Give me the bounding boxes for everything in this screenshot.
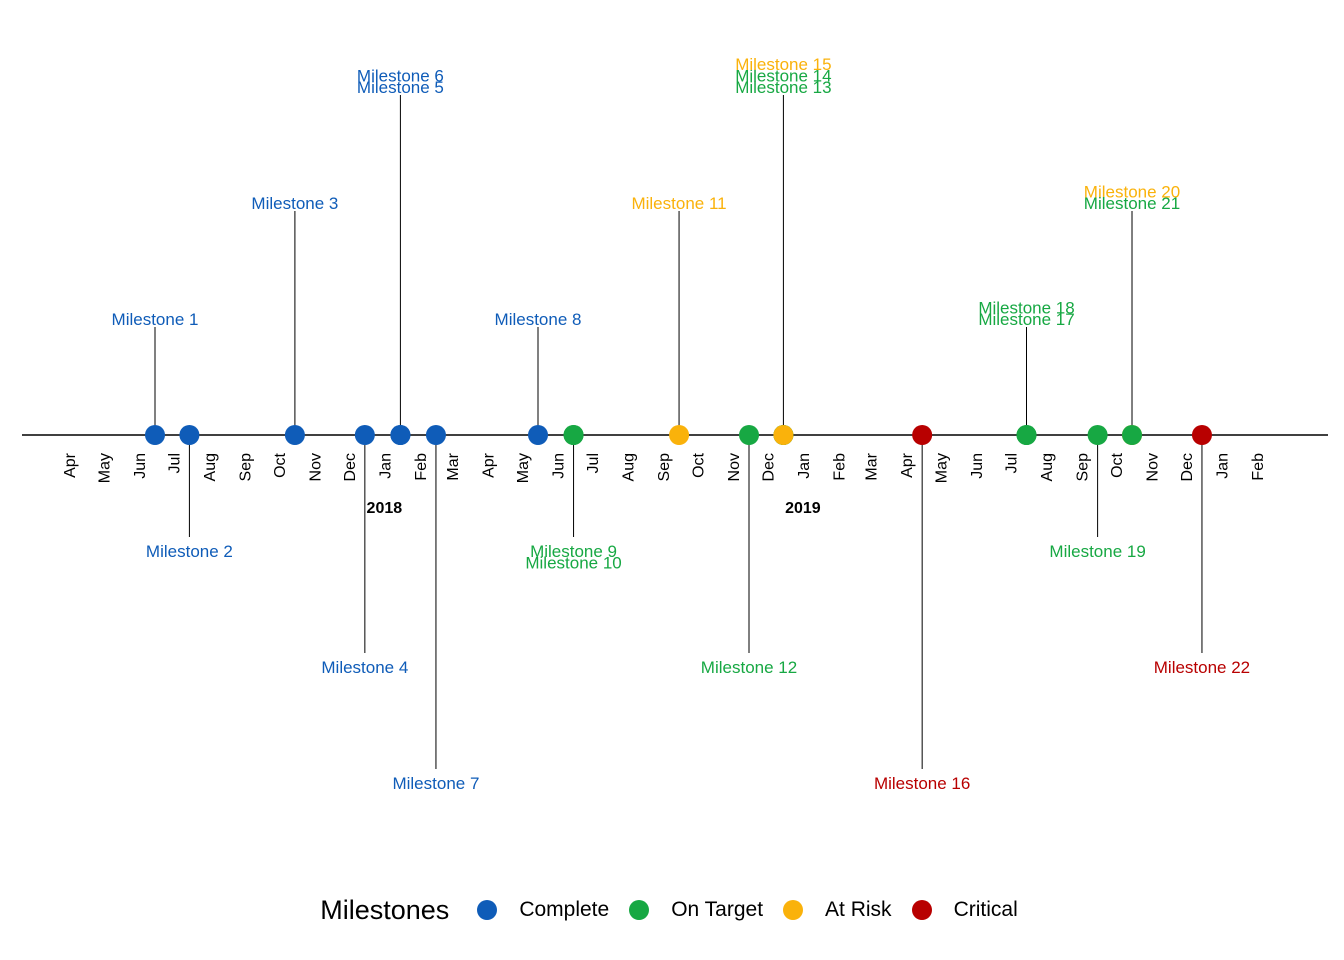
- point-milestone-19: [1087, 425, 1108, 445]
- points-layer: [145, 425, 1212, 445]
- label-milestone-15: Milestone 15: [735, 55, 831, 74]
- month-tick-label: Sep: [656, 453, 673, 482]
- month-tick-label: Mar: [864, 452, 881, 480]
- month-tick-label: Apr: [899, 452, 916, 478]
- legend-swatch-critical: [911, 900, 932, 920]
- label-milestone-10: Milestone 10: [525, 554, 621, 573]
- month-tick-label: Nov: [726, 453, 743, 481]
- point-milestone-16: [912, 425, 933, 445]
- month-tick-label: Jul: [585, 453, 602, 473]
- year-label-2018: 2018: [367, 500, 403, 517]
- label-milestone-1: Milestone 1: [112, 310, 199, 329]
- month-tick-label: Jun: [132, 453, 149, 479]
- month-tick-label: Oct: [1109, 452, 1126, 477]
- point-milestone-12: [739, 425, 760, 445]
- year-label-2019: 2019: [785, 500, 821, 517]
- legend-label-complete: Complete: [519, 898, 610, 921]
- legend-label-critical: Critical: [953, 898, 1018, 921]
- month-tick-label: Nov: [307, 453, 324, 481]
- point-milestone-7: [425, 425, 446, 445]
- timeline-plot: Apr May Jun Jul Aug Sep Oct Nov Dec Jan Feb Mar Apr M…: [22, 55, 1328, 793]
- month-tick-label: Jun: [551, 453, 568, 479]
- month-tick-label: May: [934, 453, 951, 483]
- month-tick-label: May: [96, 453, 113, 483]
- month-tick-label: Jan: [1214, 453, 1231, 479]
- month-tick-label: Jul: [1003, 453, 1020, 473]
- month-tick-label: Oct: [690, 452, 707, 477]
- month-tick-label: Nov: [1145, 453, 1162, 481]
- label-milestone-18: Milestone 18: [978, 298, 1074, 317]
- month-tick-label: Dec: [760, 453, 777, 481]
- label-milestone-17: Milestone 17: [978, 310, 1074, 329]
- label-milestone-5: Milestone 5: [357, 78, 444, 97]
- month-tick-label: Apr: [62, 452, 79, 478]
- point-milestone-2: [179, 425, 200, 445]
- milestone-labels: Milestone 1 Milestone 2 Milestone 3 Milesto…: [112, 55, 1251, 793]
- point-milestone-21: [1122, 425, 1143, 445]
- label-milestone-13: Milestone 13: [735, 78, 831, 97]
- month-tick-label: Feb: [831, 453, 848, 481]
- label-milestone-6: Milestone 6: [357, 66, 444, 85]
- legend-title: Milestones: [320, 894, 450, 925]
- point-milestone-10: [563, 425, 584, 445]
- point-milestone-15: [773, 425, 794, 445]
- month-tick-label: Aug: [202, 453, 219, 481]
- label-milestone-8: Milestone 8: [495, 310, 582, 329]
- month-tick-label: Jan: [377, 453, 394, 479]
- month-tick-label: May: [515, 453, 532, 483]
- month-tick-label: Dec: [342, 453, 359, 481]
- month-tick-label: Sep: [1075, 453, 1092, 482]
- legend-swatch-at-risk: [783, 900, 804, 920]
- month-tick-label: Aug: [620, 453, 637, 481]
- legend-label-at-risk: At Risk: [825, 898, 892, 921]
- label-milestone-12: Milestone 12: [701, 658, 797, 677]
- label-milestone-9: Milestone 9: [530, 542, 617, 561]
- legend-swatch-complete: [477, 900, 498, 920]
- month-tick-label: Mar: [445, 452, 462, 480]
- month-tick-label: Dec: [1179, 453, 1196, 481]
- label-milestone-7: Milestone 7: [392, 774, 479, 793]
- month-tick-label: Feb: [1250, 453, 1267, 481]
- point-milestone-1: [145, 425, 166, 445]
- label-milestone-2: Milestone 2: [146, 542, 233, 561]
- month-tick-label: Sep: [237, 453, 254, 482]
- month-tick-label: Jun: [969, 453, 986, 479]
- point-milestone-8: [528, 425, 549, 445]
- month-tick-label: Feb: [413, 453, 430, 481]
- label-milestone-19: Milestone 19: [1049, 542, 1145, 561]
- legend-swatch-on-target: [629, 900, 650, 920]
- point-milestone-11: [669, 425, 690, 445]
- legend-item-critical: Critical: [911, 898, 1018, 922]
- label-milestone-21: Milestone 21: [1084, 194, 1180, 213]
- label-milestone-11: Milestone 11: [631, 194, 726, 213]
- label-milestone-22: Milestone 22: [1154, 658, 1250, 677]
- month-tick-label: Jul: [166, 453, 183, 473]
- label-milestone-14: Milestone 14: [735, 66, 831, 85]
- label-milestone-4: Milestone 4: [321, 658, 408, 677]
- month-ticks: Apr May Jun Jul Aug Sep Oct Nov Dec Jan Feb Mar Apr M…: [62, 452, 1267, 483]
- point-milestone-22: [1191, 425, 1212, 445]
- stems-layer: [154, 95, 1203, 769]
- point-milestone-4: [354, 425, 375, 445]
- year-labels: 2018 2019: [367, 500, 821, 517]
- point-milestone-3: [284, 425, 305, 445]
- month-tick-label: Apr: [481, 452, 498, 478]
- legend-item-at-risk: At Risk: [783, 898, 892, 922]
- legend-item-complete: Complete: [477, 898, 609, 922]
- point-milestone-18: [1016, 425, 1037, 445]
- month-tick-label: Oct: [272, 452, 289, 477]
- legend-label-on-target: On Target: [671, 898, 764, 921]
- month-tick-label: Jan: [796, 453, 813, 479]
- label-milestone-20: Milestone 20: [1084, 182, 1180, 201]
- point-milestone-6: [390, 425, 411, 445]
- label-milestone-3: Milestone 3: [251, 194, 338, 213]
- legend: Milestones Complete On Target At Risk Cr…: [0, 888, 1344, 932]
- legend-item-on-target: On Target: [629, 898, 763, 922]
- month-tick-label: Aug: [1039, 453, 1056, 481]
- label-milestone-16: Milestone 16: [874, 774, 970, 793]
